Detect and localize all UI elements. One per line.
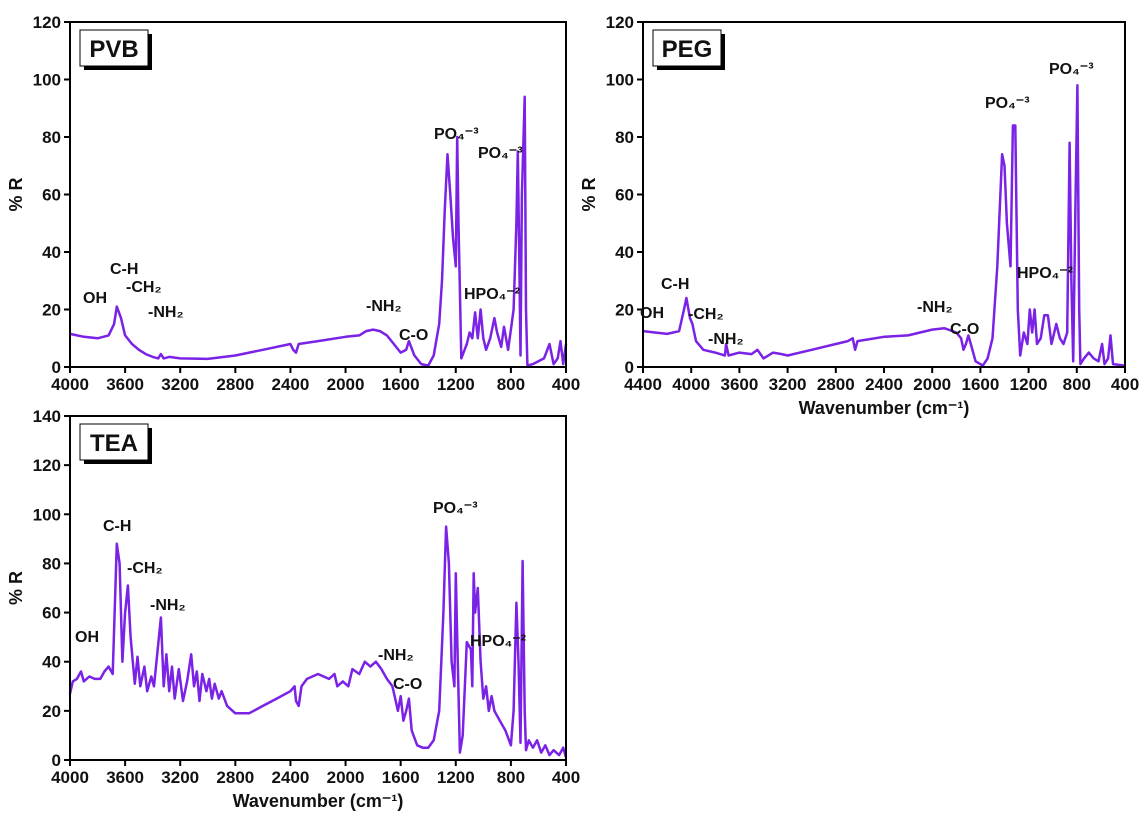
peak-annotation: PO₄⁻³: [985, 95, 1030, 112]
spectrum-line: [68, 525, 568, 758]
peak-annotation: C-O: [950, 321, 979, 338]
x-tick-label: 2400: [865, 375, 903, 394]
peak-annotation: OH: [75, 629, 99, 646]
sample-label: PVB: [89, 36, 138, 63]
plot-frame: [69, 21, 567, 368]
y-tick-label: 0: [52, 751, 61, 770]
label-box: [652, 29, 722, 67]
x-tick-label: 2800: [216, 375, 254, 394]
y-tick-label: 60: [42, 186, 61, 205]
peak-annotation: HPO₄⁻²: [464, 286, 520, 303]
x-tick-label: 1200: [437, 768, 475, 787]
peak-annotation: -CH₂: [126, 279, 162, 296]
x-tick-label: 4400: [624, 375, 662, 394]
y-axis-label: % R: [6, 571, 26, 605]
x-tick-label: 2000: [327, 375, 365, 394]
y-tick-label: 0: [52, 358, 61, 377]
y-axis-label: % R: [579, 177, 599, 211]
y-tick-label: 120: [33, 13, 61, 32]
peak-annotation: PO₄⁻³: [433, 500, 478, 517]
peak-annotation: -NH₂: [917, 299, 953, 316]
x-tick-label: 800: [1063, 375, 1091, 394]
x-tick-label: 800: [497, 375, 525, 394]
y-tick-label: 20: [615, 301, 634, 320]
sample-label: TEA: [90, 430, 138, 457]
y-tick-label: 100: [33, 71, 61, 90]
x-tick-label: 1600: [382, 768, 420, 787]
y-tick-label: 120: [606, 13, 634, 32]
peak-annotation: C-H: [110, 261, 138, 278]
x-tick-label: 2400: [272, 375, 310, 394]
y-tick-label: 40: [42, 243, 61, 262]
y-tick-label: 60: [42, 604, 61, 623]
peak-annotation: -CH₂: [688, 306, 724, 323]
x-tick-label: 2000: [913, 375, 951, 394]
y-tick-label: 80: [42, 554, 61, 573]
x-tick-label: 1200: [1010, 375, 1048, 394]
y-tick-label: 20: [42, 301, 61, 320]
x-axis-label: Wavenumber (cm⁻¹): [233, 791, 404, 811]
x-tick-label: 1600: [382, 375, 420, 394]
x-tick-label: 3600: [106, 768, 144, 787]
y-tick-label: 100: [33, 505, 61, 524]
peak-annotation: PO₄⁻³: [478, 145, 523, 162]
peak-annotation: -NH₂: [378, 647, 414, 664]
x-tick-label: 2400: [272, 768, 310, 787]
peak-annotation: C-O: [393, 676, 422, 693]
peak-annotation: -CH₂: [127, 560, 163, 577]
sample-label: PEG: [662, 36, 713, 63]
x-tick-label: 3600: [106, 375, 144, 394]
y-tick-label: 20: [42, 702, 61, 721]
x-tick-label: 800: [497, 768, 525, 787]
y-tick-label: 140: [33, 407, 61, 426]
plot-frame: [69, 415, 567, 761]
y-tick-label: 80: [42, 128, 61, 147]
x-axis-label: Wavenumber (cm⁻¹): [799, 398, 970, 418]
peak-annotation: C-H: [103, 518, 131, 535]
peak-annotation: -NH₂: [148, 304, 184, 321]
peak-annotation: C-H: [661, 276, 689, 293]
spectrum-line: [642, 84, 1126, 367]
x-tick-label: 400: [552, 375, 580, 394]
peak-annotation: C-O: [399, 327, 428, 344]
peak-annotation: PO₄⁻³: [1049, 61, 1094, 78]
x-tick-label: 1600: [961, 375, 999, 394]
y-tick-label: 40: [42, 653, 61, 672]
x-tick-label: 1200: [437, 375, 475, 394]
x-tick-label: 3200: [161, 768, 199, 787]
peak-annotation: -NH₂: [150, 597, 186, 614]
x-tick-label: 4000: [51, 768, 89, 787]
y-tick-label: 0: [625, 358, 634, 377]
y-tick-label: 120: [33, 456, 61, 475]
x-tick-label: 2800: [817, 375, 855, 394]
x-tick-label: 2800: [216, 768, 254, 787]
x-tick-label: 4000: [672, 375, 710, 394]
spectrum-line: [69, 95, 568, 367]
y-tick-label: 80: [615, 128, 634, 147]
label-box: [79, 29, 149, 67]
y-tick-label: 60: [615, 186, 634, 205]
x-tick-label: 3600: [720, 375, 758, 394]
plot-frame: [642, 21, 1126, 368]
x-tick-label: 3200: [161, 375, 199, 394]
peak-annotation: OH: [640, 305, 664, 322]
peak-annotation: -NH₂: [366, 298, 402, 315]
peak-annotation: -NH₂: [708, 331, 744, 348]
y-tick-label: 100: [606, 71, 634, 90]
y-tick-label: 40: [615, 243, 634, 262]
x-tick-label: 400: [1111, 375, 1139, 394]
x-tick-label: 3200: [769, 375, 807, 394]
peak-annotation: HPO₄⁻²: [470, 633, 526, 650]
x-tick-label: 2000: [327, 768, 365, 787]
peak-annotation: PO₄⁻³: [434, 126, 479, 143]
label-box: [79, 423, 149, 461]
peak-annotation: HPO₄⁻²: [1017, 265, 1073, 282]
peak-annotation: OH: [83, 290, 107, 307]
x-tick-label: 400: [552, 768, 580, 787]
x-tick-label: 4000: [51, 375, 89, 394]
y-axis-label: % R: [6, 177, 26, 211]
